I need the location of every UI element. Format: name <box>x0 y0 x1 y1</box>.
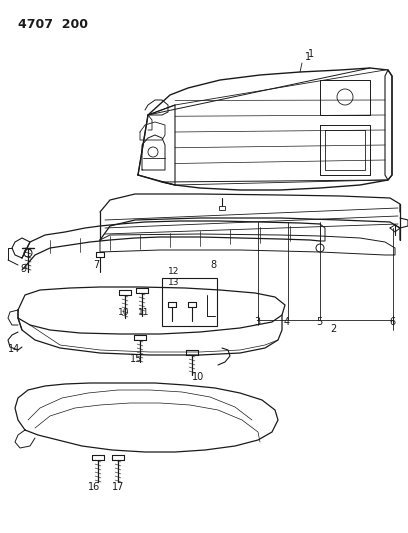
Text: 4707  200: 4707 200 <box>18 18 88 31</box>
Text: 7: 7 <box>93 260 99 270</box>
Text: 11: 11 <box>138 308 149 317</box>
Text: 12: 12 <box>168 267 180 276</box>
Text: 10: 10 <box>192 372 204 382</box>
Text: 6: 6 <box>389 317 395 327</box>
Text: 5: 5 <box>316 317 322 327</box>
Text: 8: 8 <box>210 260 216 270</box>
Bar <box>219 206 225 210</box>
Text: 3: 3 <box>254 317 260 327</box>
Text: 15: 15 <box>130 354 142 364</box>
Text: 2: 2 <box>330 324 336 334</box>
Text: 16: 16 <box>88 482 100 492</box>
Text: 13: 13 <box>168 278 180 287</box>
Text: 1: 1 <box>308 49 314 59</box>
Text: 9: 9 <box>20 264 26 274</box>
Text: 1: 1 <box>305 52 311 62</box>
Text: 10: 10 <box>118 308 129 317</box>
Text: 4: 4 <box>284 317 290 327</box>
Text: 14: 14 <box>8 344 20 354</box>
Bar <box>162 278 217 326</box>
Text: 17: 17 <box>112 482 124 492</box>
